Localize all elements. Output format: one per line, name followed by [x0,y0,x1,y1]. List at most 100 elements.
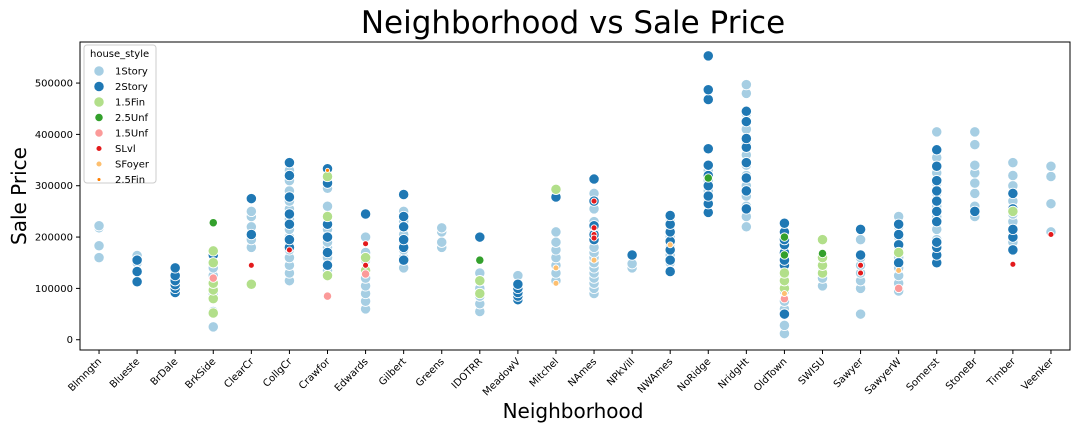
data-point [93,240,105,252]
data-point [893,228,905,241]
y-tick-label: 200000 [35,233,73,244]
data-point [321,231,334,243]
data-point [283,218,296,230]
legend-marker [93,96,105,108]
data-point [590,197,598,205]
data-point [664,209,676,222]
legend-marker [94,128,104,138]
data-point [207,321,219,333]
data-point [893,246,905,259]
data-point [817,248,828,259]
legend-label: 2Story [115,82,148,93]
data-point [1007,244,1019,256]
data-point [552,279,560,287]
data-point [474,275,486,287]
data-point [740,115,752,128]
data-point [325,167,330,173]
y-axis-label: Sale Price [7,147,31,245]
data-point [283,169,296,182]
data-point [283,191,296,203]
data-point [321,210,334,223]
data-point [283,156,296,169]
data-point [169,262,181,274]
legend-label: 2.5Unf [115,113,149,124]
data-point [895,266,903,274]
data-point [740,185,752,197]
data-point [550,236,562,248]
data-point [778,319,791,332]
legend-marker [95,160,103,168]
data-point [1007,187,1019,200]
data-point [778,267,791,279]
data-point [740,156,752,169]
legend-label: 1.5Unf [115,129,149,140]
data-point [398,188,410,201]
data-point [475,255,485,265]
data-point [1007,156,1019,169]
plot-frame [79,41,1071,351]
data-point [854,223,867,236]
data-point [436,222,448,234]
data-point [321,200,334,212]
legend-marker [96,177,102,182]
data-point [778,308,791,320]
data-point [1007,223,1019,236]
y-tick-label: 100000 [35,284,73,295]
data-point [969,177,981,189]
data-point [93,220,105,232]
legend-label: SLvl [115,144,136,155]
data-point [398,221,410,233]
data-point [1007,205,1019,218]
legend-marker [94,112,104,123]
legend-marker [95,145,103,152]
data-point [1045,160,1057,172]
data-point [1007,169,1019,182]
data-point [550,183,562,195]
data-point [245,228,257,241]
data-point [512,278,524,290]
data-point [931,195,943,207]
legend: house_style 1Story 2Story 1.5Fin 2.5Unf 1.5Un… [83,44,157,186]
data-point [702,93,714,106]
data-point [208,218,218,228]
data-point [398,210,410,223]
data-point [740,132,752,145]
data-point [931,160,943,172]
x-axis-label: Neighborhood [503,399,644,423]
data-point [1047,231,1055,238]
data-point [321,170,334,183]
data-point [247,261,255,269]
legend-label: 1Story [115,67,148,78]
data-point [436,236,448,248]
data-point [245,278,257,290]
data-point [398,254,410,266]
data-point [588,173,600,185]
data-point [93,251,105,264]
legend-marker [93,80,105,93]
data-point [283,233,296,246]
data-point [702,84,714,96]
data-point [285,246,293,254]
data-point [969,187,981,200]
y-tick-label: 400000 [35,130,73,141]
data-point [969,126,981,138]
data-point [359,208,372,220]
data-point [245,205,257,218]
data-point [931,185,943,197]
data-point [207,245,219,257]
data-point [321,259,334,271]
data-point [131,254,143,266]
data-point [359,251,372,264]
data-point [550,226,562,238]
data-point [362,240,370,248]
data-point [740,78,752,91]
data-point [702,190,714,202]
data-point [931,216,943,228]
data-point [931,126,943,138]
data-point [702,159,714,171]
data-point [360,269,371,279]
data-point [857,269,865,277]
legend-label: 2.5Fin [115,175,145,186]
data-points [93,50,1057,340]
